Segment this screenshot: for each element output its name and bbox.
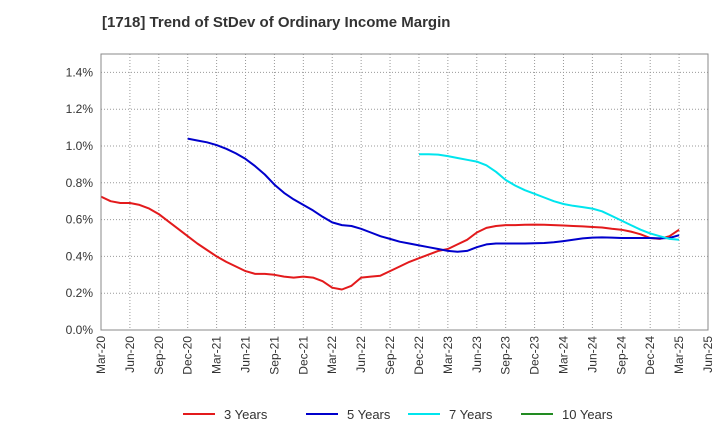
x-tick-label: Jun-21 <box>239 336 253 373</box>
y-axis: 0.0% 0.2% 0.4% 0.6% 0.8% 1.0% 1.2% 1.4% <box>66 65 94 337</box>
x-tick-label: Dec-22 <box>412 336 426 375</box>
y-tick-label: 0.4% <box>66 249 94 263</box>
x-tick-label: Jun-22 <box>354 336 368 373</box>
x-tick-label: Sep-22 <box>383 336 397 375</box>
x-tick-label: Mar-21 <box>210 336 224 374</box>
series-line-3-years <box>100 195 680 291</box>
y-tick-label: 0.6% <box>66 213 94 227</box>
plot-frame <box>100 53 709 331</box>
legend-label: 5 Years <box>347 407 391 422</box>
x-tick-label: Jun-24 <box>585 336 599 373</box>
legend-label: 3 Years <box>224 407 268 422</box>
y-tick-label: 0.2% <box>66 286 94 300</box>
x-tick-label: Dec-23 <box>528 336 542 375</box>
x-tick-label: Mar-25 <box>672 336 686 374</box>
x-tick-label: Dec-24 <box>643 336 657 375</box>
x-tick-label: Jun-23 <box>470 336 484 373</box>
x-tick-label: Mar-20 <box>94 336 108 374</box>
y-tick-label: 1.0% <box>66 139 94 153</box>
x-tick-label: Jun-20 <box>123 336 137 373</box>
x-tick-label: Sep-23 <box>499 336 513 375</box>
x-tick-label: Mar-24 <box>556 336 570 374</box>
y-tick-label: 0.8% <box>66 176 94 190</box>
series-line-5-years <box>187 137 680 253</box>
y-tick-label: 1.4% <box>66 65 94 79</box>
x-tick-label: Sep-21 <box>267 336 281 375</box>
x-axis: Mar-20 Jun-20 Sep-20 Dec-20 Mar-21 Jun-21 Sep-… <box>94 336 715 375</box>
chart-title: [1718] Trend of StDev of Ordinary Income… <box>102 14 451 31</box>
x-tick-label: Mar-23 <box>441 336 455 374</box>
x-tick-label: Sep-20 <box>152 336 166 375</box>
series-layer <box>100 137 680 291</box>
grid-lines <box>100 53 709 331</box>
x-tick-label: Jun-25 <box>701 336 715 373</box>
x-tick-label: Sep-24 <box>614 336 628 375</box>
x-tick-label: Mar-22 <box>325 336 339 374</box>
y-tick-label: 1.2% <box>66 102 94 116</box>
y-tick-label: 0.0% <box>66 323 94 337</box>
x-tick-label: Dec-20 <box>181 336 195 375</box>
x-tick-label: Dec-21 <box>296 336 310 375</box>
legend-label: 7 Years <box>449 407 493 422</box>
series-line-7-years <box>419 153 680 241</box>
legend: 3 Years 5 Years 7 Years 10 Years <box>183 407 613 422</box>
legend-label: 10 Years <box>562 407 613 422</box>
